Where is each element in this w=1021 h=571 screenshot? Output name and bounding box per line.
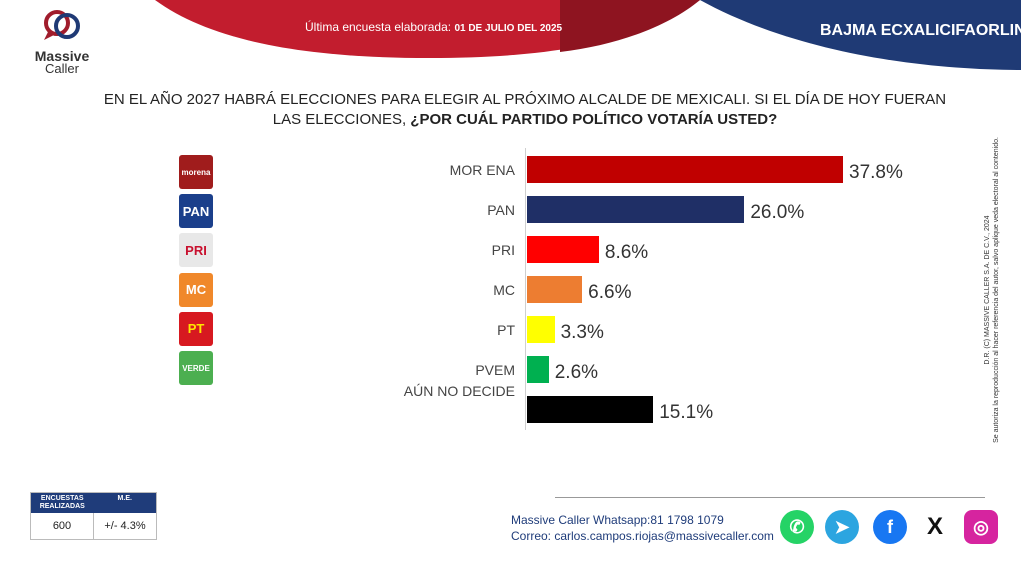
chart-axis xyxy=(525,148,526,430)
instagram-icon[interactable]: ◎ xyxy=(964,510,998,544)
copyright-text: D.R. (C) MASSIVE CALLER S.A. DE C.V., 20… xyxy=(983,137,1001,443)
pt-logo-icon: PT xyxy=(179,311,213,346)
category-label: PAN xyxy=(487,202,515,218)
bar xyxy=(527,196,745,223)
copyright-note: D.R. (C) MASSIVE CALLER S.A. DE C.V., 20… xyxy=(984,100,1000,480)
bar xyxy=(527,356,549,383)
pan-logo-icon: PAN xyxy=(179,194,213,229)
facebook-icon[interactable]: f xyxy=(873,510,907,544)
category-label: PT xyxy=(497,322,515,338)
bar xyxy=(527,396,654,423)
logo-text-line1: Massive xyxy=(34,48,90,64)
contact-email[interactable]: Correo: carlos.campos.riojas@massivecall… xyxy=(511,529,774,543)
value-label: 2.6% xyxy=(554,362,599,383)
survey-stats-table: ENCUESTAS REALIZADAS M.E. 600 +/- 4.3% xyxy=(30,492,157,540)
value-label: 37.8% xyxy=(849,162,903,183)
bar xyxy=(527,236,599,263)
category-label: MC xyxy=(493,282,515,298)
header-banner xyxy=(155,0,1021,70)
bar xyxy=(527,276,583,303)
question-line1: EN EL AÑO 2027 HABRÁ ELECCIONES PARA ELE… xyxy=(103,91,947,108)
value-label: 6.6% xyxy=(588,282,632,303)
stats-header-margin: M.E. xyxy=(117,495,132,502)
contact-divider xyxy=(555,497,985,498)
value-label: 26.0% xyxy=(750,202,805,223)
value-label: 3.3% xyxy=(560,322,604,343)
region-title: BAJMA ECXALICIFAORLIN xyxy=(820,22,1021,39)
category-label: PVEM xyxy=(475,362,515,378)
question-line2: LAS ELECCIONES, ¿POR CUÁL PARTIDO POLÍTI… xyxy=(60,110,990,130)
pri-logo-icon: PRI xyxy=(179,233,213,268)
value-label: 15.1% xyxy=(659,402,714,423)
telegram-icon[interactable]: ➤ xyxy=(825,510,859,544)
survey-date-value: 01 DE JULIO DEL 2025 xyxy=(454,23,563,34)
value-label: 8.6% xyxy=(604,242,649,263)
logo-text-line2: Caller xyxy=(45,61,79,76)
stats-surveys-value: 600 xyxy=(31,513,94,539)
category-label: MOR ENA xyxy=(449,162,515,178)
copyright-line1: D.R. (C) MASSIVE CALLER S.A. DE C.V., 20… xyxy=(984,215,991,365)
category-label: AÚN NO DECIDE xyxy=(403,383,515,399)
whatsapp-icon[interactable]: ✆ xyxy=(780,510,814,544)
stats-header-surveys: ENCUESTAS REALIZADAS xyxy=(39,495,85,510)
header-blue-shape xyxy=(700,0,1021,70)
survey-date: Última encuesta elaborada: 01 DE JULIO D… xyxy=(305,20,562,34)
question-line2-bold: ¿POR CUÁL PARTIDO POLÍTICO VOTARÍA USTED… xyxy=(410,111,778,128)
speech-bubbles-icon xyxy=(44,10,80,40)
header-red-shape-dark xyxy=(560,0,700,52)
bar xyxy=(527,316,555,343)
contact-whatsapp[interactable]: Massive Caller Whatsapp:81 1798 1079 xyxy=(511,513,724,527)
x-icon[interactable]: X xyxy=(918,510,952,544)
copyright-line2: Se autoriza la reproducción al hacer ref… xyxy=(993,137,1000,443)
question-line2-plain: LAS ELECCIONES, xyxy=(272,111,411,128)
stats-margin-value: +/- 4.3% xyxy=(104,520,146,532)
survey-date-label: Última encuesta elaborada: xyxy=(305,20,452,34)
morena-logo-icon: morena xyxy=(179,155,213,189)
verde-logo-icon: VERDE xyxy=(179,351,213,385)
question-text: EN EL AÑO 2027 HABRÁ ELECCIONES PARA ELE… xyxy=(60,90,990,130)
bar xyxy=(527,156,843,183)
category-label: PRI xyxy=(491,242,515,258)
stats-value-row: 600 +/- 4.3% xyxy=(31,513,156,539)
contact-info: Massive Caller Whatsapp:81 1798 1079 Cor… xyxy=(511,512,774,544)
massive-caller-logo: Massive Caller xyxy=(26,8,98,75)
mc-logo-icon: MC xyxy=(179,272,213,307)
stats-header-row: ENCUESTAS REALIZADAS M.E. xyxy=(31,493,156,513)
